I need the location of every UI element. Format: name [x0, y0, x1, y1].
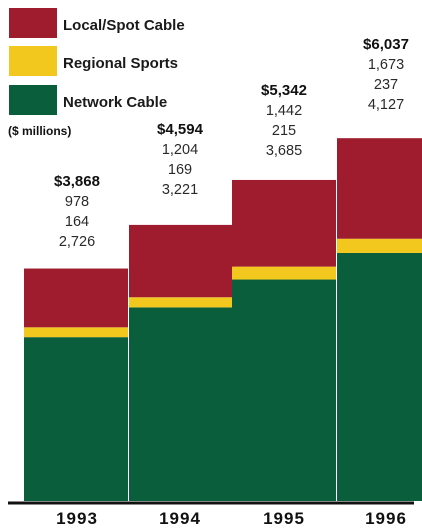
value-label: 237: [374, 77, 398, 93]
x-tick-labels: 1993 1994 1995 1996: [56, 509, 407, 528]
value-label: 164: [65, 214, 89, 230]
value-label: 1,442: [266, 103, 302, 119]
bar-regional-sports-1996: [337, 238, 422, 253]
bar-regional-sports-1993: [24, 327, 128, 338]
legend-swatch-regional-sports: [9, 46, 57, 76]
bars: [24, 138, 422, 501]
bar-network-cable-1996: [337, 252, 422, 501]
bar-local-spot-cable-1994: [129, 224, 233, 298]
total-label-1995: $5,342: [261, 82, 307, 99]
x-tick-label-1993: 1993: [56, 509, 98, 528]
bar-local-spot-cable-1993: [24, 268, 128, 328]
value-label: 3,685: [266, 143, 302, 159]
legend-label: Regional Sports: [63, 55, 178, 72]
value-label: 978: [65, 194, 89, 210]
bar-regional-sports-1995: [232, 266, 336, 280]
bar-local-spot-cable-1996: [337, 138, 422, 239]
bar-network-cable-1995: [232, 279, 336, 501]
total-label-1994: $4,594: [157, 121, 204, 138]
bar-network-cable-1994: [129, 307, 233, 501]
unit-label: ($ millions): [8, 124, 71, 138]
bar-local-spot-cable-1995: [232, 179, 336, 267]
value-label: 1,204: [162, 142, 198, 158]
legend-swatch-network-cable: [9, 85, 57, 115]
total-label-1993: $3,868: [54, 173, 100, 190]
x-tick-label-1995: 1995: [263, 509, 305, 528]
value-labels: $3,868 978 164 2,726 $4,594 1,204 169 3,221 $5,3…: [54, 36, 409, 250]
value-label: 169: [168, 162, 192, 178]
value-label: 215: [272, 123, 296, 139]
x-tick-label-1996: 1996: [365, 509, 407, 528]
legend-swatch-local-spot-cable: [9, 8, 57, 38]
legend-label: Local/Spot Cable: [63, 17, 185, 34]
value-label: 2,726: [59, 234, 95, 250]
x-tick-label-1994: 1994: [159, 509, 201, 528]
value-label: 1,673: [368, 57, 404, 73]
total-label-1996: $6,037: [363, 36, 409, 53]
value-label: 3,221: [162, 182, 198, 198]
bar-regional-sports-1994: [129, 297, 233, 308]
bar-network-cable-1993: [24, 337, 128, 501]
legend: Local/Spot Cable Regional Sports Network C…: [9, 8, 185, 115]
value-label: 4,127: [368, 97, 404, 113]
legend-label: Network Cable: [63, 94, 167, 111]
